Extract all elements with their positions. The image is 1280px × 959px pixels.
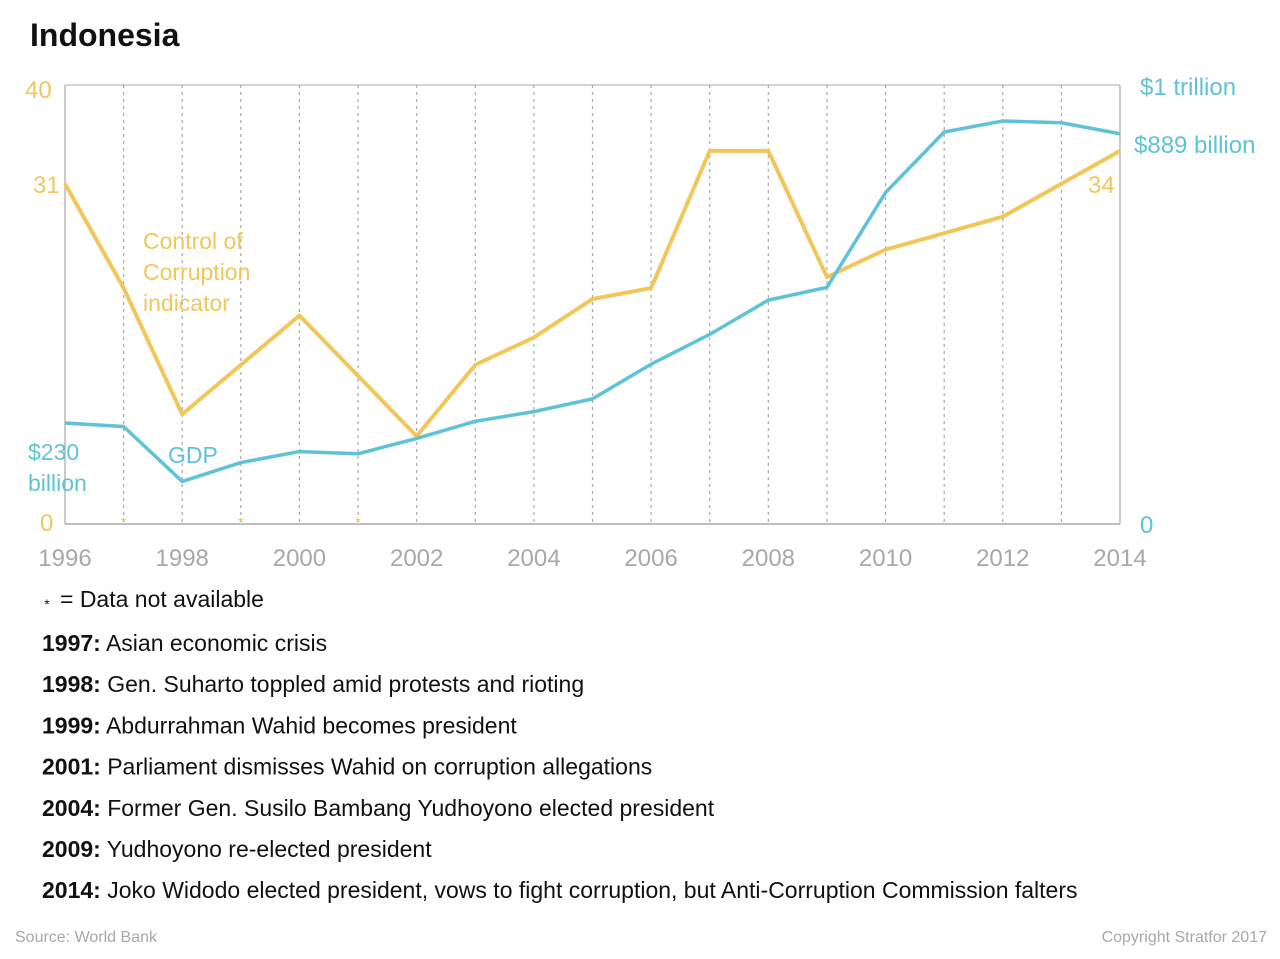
legend-note: = Data not available	[60, 586, 264, 612]
x-tick-label: 2012	[976, 545, 1029, 572]
event-item: 2004: Former Gen. Susilo Bambang Yudhoyo…	[42, 795, 715, 821]
x-tick-label: 2000	[273, 545, 326, 572]
right-axis-top-label: $1 trillion	[1140, 74, 1236, 101]
x-tick-labels: 1996 1998 2000 2002 2004 2006 2008 2010 2012 2014	[38, 545, 1146, 572]
event-item: 1998: Gen. Suharto toppled amid protests…	[42, 671, 584, 697]
corruption-series-label-line3: indicator	[143, 290, 230, 316]
chart-title: Indonesia	[30, 17, 180, 53]
series-line-corruption	[63, 148, 1121, 439]
x-tick-label: 2014	[1093, 545, 1146, 572]
event-text: Former Gen. Susilo Bambang Yudhoyono ele…	[101, 795, 715, 821]
x-tick-label: 1998	[156, 545, 209, 572]
event-text: Gen. Suharto toppled amid protests and r…	[101, 671, 584, 697]
event-year: 2001:	[42, 754, 101, 780]
event-item: 1999: Abdurrahman Wahid becomes presiden…	[42, 712, 517, 738]
gdp-start-value-line1: $230	[28, 439, 79, 465]
corruption-end-value-label: 34	[1088, 172, 1115, 199]
x-tick-label: 2004	[507, 545, 560, 572]
x-tick-label: 1996	[38, 545, 91, 572]
event-year: 2014:	[42, 877, 101, 903]
event-year: 2009:	[42, 836, 101, 862]
right-axis-zero-label: 0	[1140, 512, 1153, 539]
event-text: Yudhoyono re-elected president	[101, 836, 432, 862]
left-axis-zero-label: 0	[40, 510, 53, 537]
missing-data-marker: *	[355, 514, 361, 530]
event-year: 2004:	[42, 795, 101, 821]
missing-data-marker: *	[238, 514, 244, 530]
gdp-start-value-line2: billion	[28, 470, 87, 496]
legend-star-icon: *	[44, 596, 50, 612]
x-tick-label: 2008	[742, 545, 795, 572]
series-line-gdp	[64, 119, 1121, 484]
event-text: Joko Widodo elected president, vows to f…	[101, 877, 1078, 903]
x-tick-label: 2002	[390, 545, 443, 572]
missing-data-markers: * * *	[121, 514, 361, 530]
left-axis-start-label: 31	[33, 172, 60, 199]
event-text: Abdurrahman Wahid becomes president	[101, 712, 518, 738]
event-item: 2009: Yudhoyono re-elected president	[42, 836, 432, 862]
x-tick-label: 2010	[859, 545, 912, 572]
right-axis-end-label: $889 billion	[1134, 132, 1255, 159]
x-tick-label: 2006	[624, 545, 677, 572]
event-text: Asian economic crisis	[101, 630, 327, 656]
event-item: 2014: Joko Widodo elected president, vow…	[42, 877, 1078, 903]
grid-lines	[64, 85, 1121, 524]
gdp-series-label: GDP	[168, 442, 218, 468]
event-year: 1997:	[42, 630, 101, 656]
event-text: Parliament dismisses Wahid on corruption…	[101, 754, 652, 780]
event-year: 1998:	[42, 671, 101, 697]
copyright-note: Copyright Stratfor 2017	[1102, 929, 1268, 946]
missing-data-marker: *	[121, 514, 127, 530]
event-item: 2001: Parliament dismisses Wahid on corr…	[42, 754, 652, 780]
source-note: Source: World Bank	[15, 929, 158, 946]
corruption-series-label-line2: Corruption	[143, 259, 250, 285]
corruption-series-label-line1: Control of	[143, 228, 243, 254]
left-axis-top-label: 40	[25, 77, 52, 104]
event-year: 1999:	[42, 712, 101, 738]
event-item: 1997: Asian economic crisis	[42, 630, 327, 656]
